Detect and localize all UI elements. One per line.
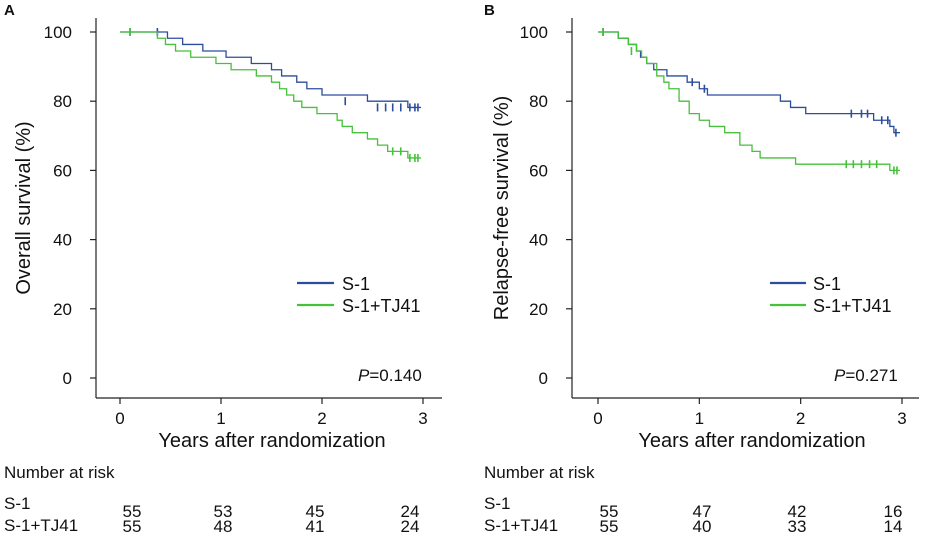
- y-tick-label-b: 60: [529, 161, 548, 180]
- x-tick-label-a: 2: [317, 409, 326, 428]
- risk-value-s1: 16: [884, 502, 903, 521]
- legend-label-s1-a: S-1: [342, 274, 370, 294]
- risk-value-s1tj41: 41: [306, 517, 325, 536]
- y-tick-label-b: 80: [529, 92, 548, 111]
- p-label-b: P: [834, 366, 846, 385]
- y-tick-label-b: 100: [520, 23, 548, 42]
- y-axis-title-b: Relapse-free survival (%): [491, 96, 513, 321]
- legend-b: S-1 S-1+TJ41: [770, 274, 892, 316]
- y-tick-label-a: 40: [53, 231, 72, 250]
- risk-value-s1: 55: [600, 502, 619, 521]
- x-axis-title-b: Years after randomization: [638, 430, 865, 452]
- y-tick-label-b: 40: [529, 231, 548, 250]
- y-tick-label-a: 0: [63, 369, 72, 388]
- panel-letter-a: A: [4, 2, 15, 19]
- risk-value-s1tj41: 24: [401, 517, 420, 536]
- y-tick-label-a: 60: [53, 161, 72, 180]
- x-tick-label-b: 3: [897, 409, 906, 428]
- risk-value-s1: 24: [401, 502, 420, 521]
- y-tick-label-a: 80: [53, 92, 72, 111]
- panel-b: B 0 20 40 60 80 100 0 1 2 3 Relapse-free survival…: [484, 2, 919, 452]
- y-tick-label-a: 20: [53, 300, 72, 319]
- x-tick-label-b: 1: [695, 409, 704, 428]
- risk-table-a: Number at risk S-1 S-1+TJ41 55 53 45 24 55 48…: [4, 463, 419, 536]
- risk-values-a: 55 53 45 24 55 48 41 24: [123, 502, 420, 536]
- y-tick-label-b: 0: [539, 369, 548, 388]
- risk-value-s1: 45: [306, 502, 325, 521]
- risk-value-s1tj41: 40: [693, 517, 712, 536]
- ticks-a: 0 20 40 60 80 100 0 1 2 3: [44, 23, 428, 428]
- risk-table-title-a: Number at risk: [4, 463, 115, 482]
- risk-value-s1tj41: 14: [884, 517, 903, 536]
- p-number-b: =0.271: [845, 366, 897, 385]
- survival-curve-s1tj41-a: [120, 31, 421, 159]
- ticks-b: 0 20 40 60 80 100 0 1 2 3: [520, 23, 907, 428]
- risk-table-title-b: Number at risk: [484, 463, 595, 482]
- risk-table-b: Number at risk S-1 S-1+TJ41 55 47 42 16 55 40…: [484, 463, 902, 536]
- p-label-a: P: [358, 366, 370, 385]
- legend-a: S-1 S-1+TJ41: [297, 274, 421, 316]
- p-value-a: P=0.140: [358, 366, 422, 385]
- x-tick-label-a: 0: [115, 409, 124, 428]
- y-tick-label-b: 20: [529, 300, 548, 319]
- risk-value-s1tj41: 33: [788, 517, 807, 536]
- risk-row-label-s1tj41-a: S-1+TJ41: [4, 516, 78, 535]
- risk-value-s1: 53: [214, 502, 233, 521]
- risk-value-s1: 47: [693, 502, 712, 521]
- risk-values-b: 55 47 42 16 55 40 33 14: [600, 502, 903, 536]
- panel-letter-b: B: [484, 2, 495, 19]
- risk-row-label-s1-a: S-1: [4, 494, 30, 513]
- risk-value-s1tj41: 55: [600, 517, 619, 536]
- risk-value-s1: 42: [788, 502, 807, 521]
- risk-value-s1tj41: 48: [214, 517, 233, 536]
- p-value-b: P=0.271: [834, 366, 898, 385]
- x-axis-title-a: Years after randomization: [158, 430, 385, 452]
- legend-label-s1-b: S-1: [813, 274, 841, 294]
- x-tick-label-a: 3: [418, 409, 427, 428]
- survival-curve-s1-b: [598, 31, 900, 134]
- survival-curve-s1-a: [120, 31, 421, 109]
- x-tick-label-b: 2: [796, 409, 805, 428]
- risk-row-label-s1tj41-b: S-1+TJ41: [484, 516, 558, 535]
- y-axis-title-a: Overall survival (%): [13, 121, 35, 294]
- curves-b: [598, 28, 900, 175]
- risk-value-s1tj41: 55: [123, 517, 142, 536]
- x-tick-label-a: 1: [216, 409, 225, 428]
- risk-value-s1: 55: [123, 502, 142, 521]
- y-tick-label-a: 100: [44, 23, 72, 42]
- survival-curve-s1tj41-b: [598, 31, 900, 172]
- risk-row-label-s1-b: S-1: [484, 494, 510, 513]
- p-number-a: =0.140: [369, 366, 421, 385]
- legend-label-s1tj41-b: S-1+TJ41: [813, 296, 892, 316]
- x-tick-label-b: 0: [593, 409, 602, 428]
- curves-a: [120, 28, 421, 162]
- legend-label-s1tj41-a: S-1+TJ41: [342, 296, 421, 316]
